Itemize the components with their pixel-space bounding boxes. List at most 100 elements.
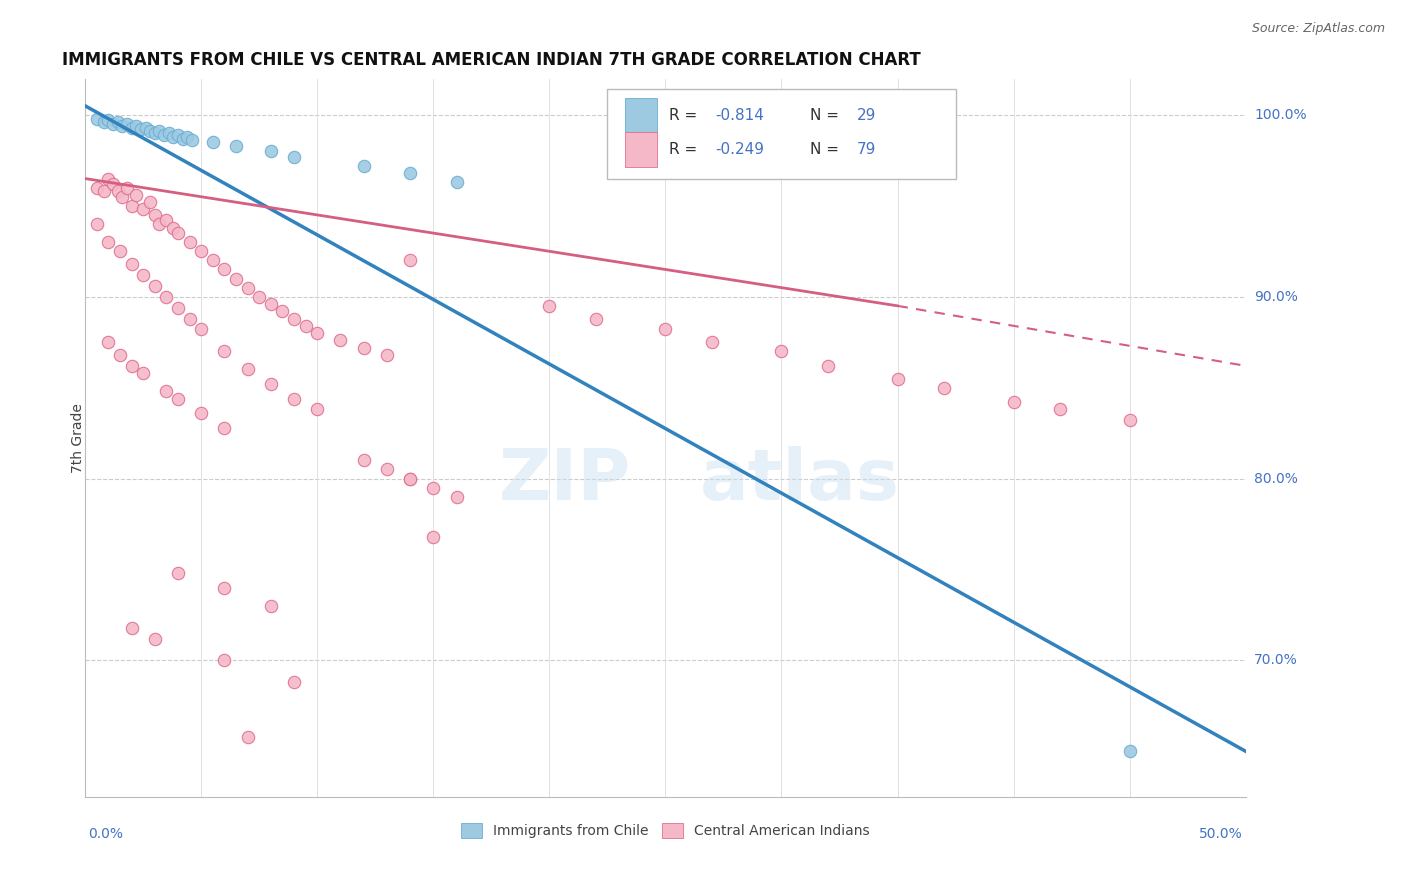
Text: N =: N = <box>810 108 845 123</box>
Point <box>886 371 908 385</box>
Point <box>121 120 143 135</box>
Point <box>162 220 184 235</box>
Point <box>399 166 422 180</box>
Point <box>167 226 190 240</box>
Point <box>167 128 190 142</box>
Point <box>121 359 143 373</box>
Point <box>201 253 224 268</box>
Point <box>307 326 329 340</box>
Point <box>86 217 108 231</box>
Point <box>283 392 305 406</box>
Point <box>538 299 561 313</box>
Point <box>143 632 166 646</box>
Point <box>214 581 236 595</box>
Point <box>153 128 176 142</box>
Y-axis label: 7th Grade: 7th Grade <box>72 402 86 473</box>
Point <box>125 188 148 202</box>
Point <box>167 392 190 406</box>
Point <box>121 621 143 635</box>
Point <box>353 159 375 173</box>
Point <box>111 190 134 204</box>
Point <box>585 311 607 326</box>
Legend: Immigrants from Chile, Central American Indians: Immigrants from Chile, Central American … <box>456 817 876 844</box>
Point <box>115 117 138 131</box>
Point <box>172 131 194 145</box>
Point <box>422 481 444 495</box>
Point <box>108 244 131 259</box>
Point <box>190 406 212 420</box>
Point <box>121 199 143 213</box>
Point <box>139 195 162 210</box>
Point <box>770 344 793 359</box>
FancyBboxPatch shape <box>624 132 658 167</box>
Point <box>1118 744 1140 758</box>
Point <box>422 530 444 544</box>
Point <box>97 113 120 128</box>
Point <box>143 126 166 140</box>
Point <box>271 304 294 318</box>
Text: IMMIGRANTS FROM CHILE VS CENTRAL AMERICAN INDIAN 7TH GRADE CORRELATION CHART: IMMIGRANTS FROM CHILE VS CENTRAL AMERICA… <box>62 51 921 69</box>
Point <box>700 335 723 350</box>
Point <box>125 119 148 133</box>
Point <box>148 217 170 231</box>
Point <box>86 180 108 194</box>
Point <box>143 208 166 222</box>
Point <box>654 322 676 336</box>
Point <box>283 675 305 690</box>
Text: 0.0%: 0.0% <box>89 827 122 841</box>
Point <box>157 126 180 140</box>
Point <box>236 730 259 744</box>
Point <box>93 184 115 198</box>
Text: R =: R = <box>669 108 702 123</box>
Point <box>260 599 283 613</box>
Point <box>167 301 190 315</box>
Point <box>148 124 170 138</box>
Text: N =: N = <box>810 142 845 157</box>
Text: 100.0%: 100.0% <box>1254 108 1306 122</box>
Text: -0.814: -0.814 <box>716 108 765 123</box>
Point <box>260 377 283 392</box>
Point <box>111 119 134 133</box>
Point <box>121 257 143 271</box>
Point <box>236 280 259 294</box>
Point <box>162 129 184 144</box>
Point <box>97 335 120 350</box>
Text: Source: ZipAtlas.com: Source: ZipAtlas.com <box>1251 22 1385 36</box>
FancyBboxPatch shape <box>624 98 658 132</box>
Point <box>176 129 198 144</box>
Point <box>86 112 108 126</box>
Point <box>817 359 839 373</box>
Point <box>101 177 124 191</box>
FancyBboxPatch shape <box>607 89 956 179</box>
Point <box>247 290 270 304</box>
Point <box>399 472 422 486</box>
Text: 70.0%: 70.0% <box>1254 653 1298 667</box>
Point <box>399 472 422 486</box>
Point <box>97 235 120 250</box>
Point <box>353 341 375 355</box>
Point <box>446 490 468 504</box>
Point <box>132 202 155 217</box>
Point <box>399 253 422 268</box>
Point <box>155 384 177 399</box>
Point <box>155 290 177 304</box>
Point <box>225 271 247 285</box>
Point <box>107 184 129 198</box>
Point <box>1118 413 1140 427</box>
Point <box>129 122 152 136</box>
Point <box>214 420 236 434</box>
Point <box>107 115 129 129</box>
Point <box>1049 402 1071 417</box>
Point <box>132 268 155 282</box>
Point <box>932 381 955 395</box>
Text: 80.0%: 80.0% <box>1254 472 1298 485</box>
Point <box>190 244 212 259</box>
Point <box>179 311 201 326</box>
Point <box>260 145 283 159</box>
Point <box>446 175 468 189</box>
Point <box>97 171 120 186</box>
Point <box>283 150 305 164</box>
Point <box>214 262 236 277</box>
Text: ZIP: ZIP <box>498 446 631 516</box>
Point <box>179 235 201 250</box>
